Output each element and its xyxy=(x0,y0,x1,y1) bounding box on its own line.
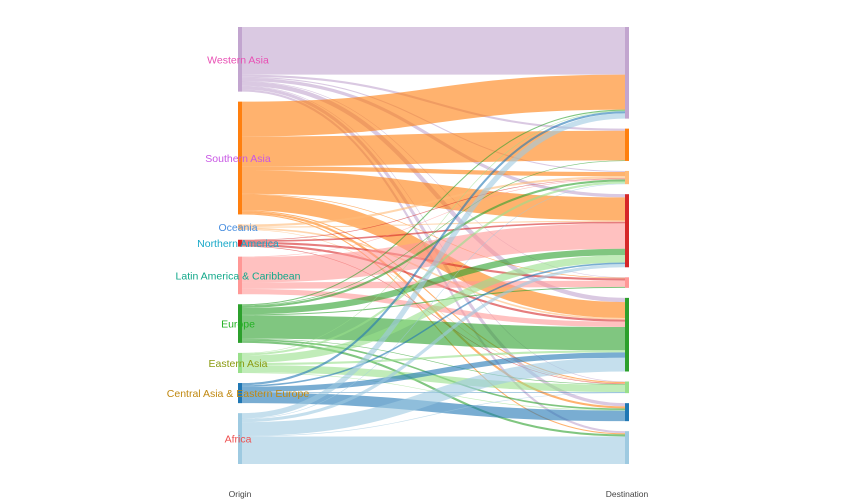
origin-label-latin-america-caribbean: Latin America & Caribbean xyxy=(176,270,301,282)
origin-bar-africa xyxy=(238,413,242,464)
destination-bar-europe xyxy=(625,297,629,372)
origin-bar-southern-asia xyxy=(238,101,242,215)
flow-links xyxy=(241,26,626,464)
origin-label-africa: Africa xyxy=(225,434,252,446)
flow-central-asia-eastern-europe-to-europe xyxy=(241,352,626,393)
origin-label-eastern-asia: Eastern Asia xyxy=(209,358,268,370)
origin-bar-northern-america xyxy=(238,239,242,247)
origin-label-central-asia-eastern-europe: Central Asia & Eastern Europe xyxy=(167,388,310,400)
flow-southern-asia-to-western-asia xyxy=(241,74,626,137)
origin-bar-western-asia xyxy=(238,27,242,92)
flow-latin-america-caribbean-to-northern-america xyxy=(241,223,626,283)
flow-oceania-to-oceania xyxy=(241,176,626,227)
origin-bar-latin-america-caribbean xyxy=(238,256,242,295)
destination-bar-eastern-asia xyxy=(625,381,629,394)
origin-label-europe: Europe xyxy=(221,319,255,331)
flow-oceania-to-europe xyxy=(241,227,626,320)
flow-africa-to-eastern-asia xyxy=(241,392,626,437)
flow-central-asia-eastern-europe-to-northern-america xyxy=(241,262,626,387)
origin-label-northern-america: Northern America xyxy=(197,238,279,250)
destination-bar-western-asia xyxy=(625,27,629,119)
destination-bar-central-asia-eastern-europe xyxy=(625,403,629,422)
flow-latin-america-caribbean-to-oceania xyxy=(241,178,626,258)
flow-northern-america-to-oceania xyxy=(241,178,626,241)
flow-europe-to-oceania xyxy=(241,179,626,308)
origin-bar-europe xyxy=(238,304,242,343)
origin-bar-eastern-asia xyxy=(238,352,242,374)
flow-africa-to-oceania xyxy=(241,183,626,420)
origin-bar-oceania xyxy=(238,224,242,230)
flow-europe-to-southern-asia xyxy=(241,160,626,306)
origin-label-oceania: Oceania xyxy=(218,222,257,234)
destination-bar-africa xyxy=(625,431,629,464)
region-bars xyxy=(238,27,629,464)
flow-africa-to-western-asia xyxy=(241,113,626,419)
origin-bar-central-asia-eastern-europe xyxy=(238,383,242,404)
origin-label-western-asia: Western Asia xyxy=(207,54,269,66)
origin-label-southern-asia: Southern Asia xyxy=(205,153,271,165)
flow-europe-to-northern-america xyxy=(241,248,626,315)
flow-eastern-asia-to-europe xyxy=(241,350,626,366)
flow-europe-to-western-asia xyxy=(241,109,626,306)
flow-africa-to-northern-america xyxy=(241,264,626,423)
destination-axis-label: Destination xyxy=(606,489,649,499)
flow-oceania-to-northern-america xyxy=(241,220,626,228)
flow-western-asia-to-oceania xyxy=(241,76,626,173)
flow-central-asia-eastern-europe-to-western-asia xyxy=(241,111,626,386)
flow-eastern-asia-to-western-asia xyxy=(241,110,626,354)
region-labels: Western Asia Southern Asia Oceania Northern… xyxy=(167,54,310,445)
flow-northern-america-to-eastern-asia xyxy=(241,246,626,385)
destination-bar-northern-america xyxy=(625,194,629,268)
flow-southern-asia-to-oceania xyxy=(241,166,626,177)
flow-europe-to-europe xyxy=(241,315,626,351)
destination-bar-southern-asia xyxy=(625,128,629,161)
flow-southern-asia-to-southern-asia xyxy=(241,130,626,167)
origin-axis-label: Origin xyxy=(229,489,252,499)
flow-eastern-asia-to-northern-america xyxy=(241,255,626,363)
flow-africa-to-europe xyxy=(241,357,626,436)
destination-bar-oceania xyxy=(625,170,629,185)
flow-southern-asia-to-northern-america xyxy=(241,170,626,221)
destination-bar-latin-america-caribbean xyxy=(625,277,629,288)
